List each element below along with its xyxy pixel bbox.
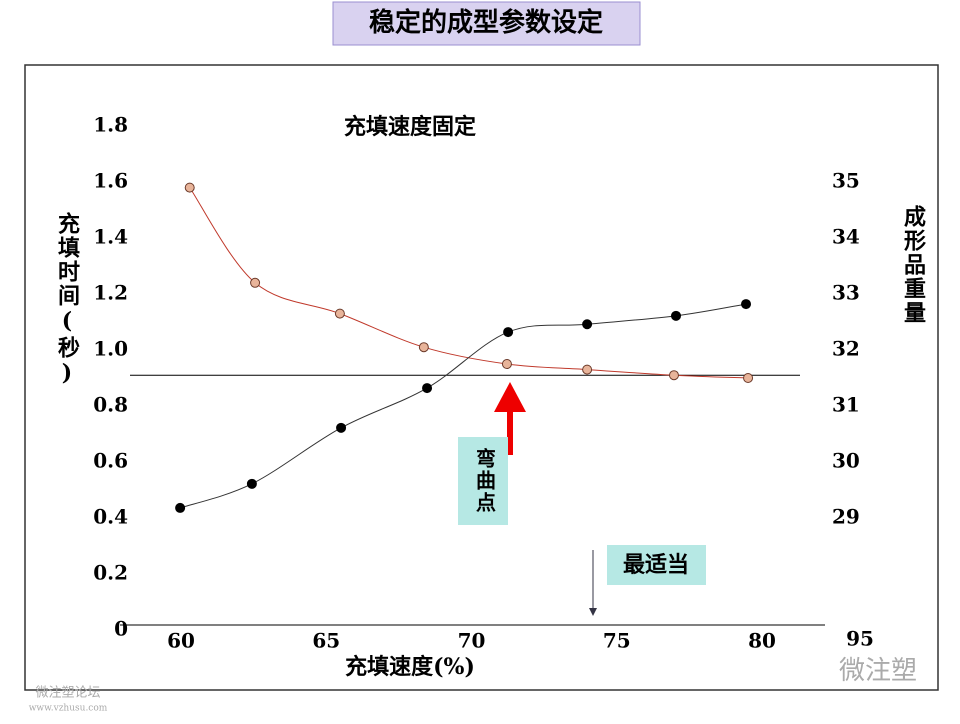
x-tick-label: 70 xyxy=(458,629,486,653)
point xyxy=(503,327,514,338)
point xyxy=(422,383,433,394)
y-tick-label: 0.2 xyxy=(93,561,128,585)
annotation-box xyxy=(458,437,508,525)
arrow-head xyxy=(494,382,526,412)
y2-tick-label: 33 xyxy=(832,281,860,305)
point xyxy=(334,308,345,319)
y-tick-label: 1.4 xyxy=(93,225,128,249)
y-tick-label: 0.6 xyxy=(93,449,128,473)
point xyxy=(336,422,347,433)
x-axis-label: 充填速度(%) xyxy=(345,654,475,680)
title-box xyxy=(332,1,641,46)
point xyxy=(184,182,195,193)
y2-tick-label: 29 xyxy=(832,505,860,529)
x-tick-label: 65 xyxy=(312,629,340,653)
x-tick-label: 75 xyxy=(603,629,631,653)
watermark: 微注塑论坛 xyxy=(35,686,100,701)
point xyxy=(250,277,261,288)
point xyxy=(246,478,257,489)
watermark: 微注塑 xyxy=(839,656,917,686)
subtitle: 充填速度固定 xyxy=(344,114,476,140)
point xyxy=(743,373,754,383)
y-tick-label: 1.2 xyxy=(93,281,128,305)
y-tick-label: 1.0 xyxy=(93,337,128,361)
series-line xyxy=(189,187,749,379)
annotation-box xyxy=(607,545,706,585)
annotation: 最适当 xyxy=(623,552,689,578)
x-tick-label: 60 xyxy=(167,629,195,653)
arrow-head xyxy=(589,608,597,616)
point xyxy=(671,310,682,321)
y-tick-label: 1.6 xyxy=(93,169,128,193)
point xyxy=(668,370,679,381)
y-tick-label: 0.4 xyxy=(93,505,128,529)
point xyxy=(582,364,593,375)
y2-axis-label: 成形品重量 xyxy=(900,205,926,325)
series-line xyxy=(179,303,747,509)
annotation: 弯曲点 xyxy=(473,447,497,514)
point xyxy=(741,299,752,310)
y-tick-label: 1.8 xyxy=(93,113,128,137)
y2-tick-label: 30 xyxy=(832,449,860,473)
y2-tick-label: 31 xyxy=(832,393,860,417)
point xyxy=(175,502,186,513)
corner-label: 95 xyxy=(846,627,874,651)
y-tick-label: 0 xyxy=(114,617,128,641)
watermark: www.vzhusu.com xyxy=(29,704,108,714)
x-tick-label: 80 xyxy=(748,629,776,653)
y-axis-label: 充填时间(秒) xyxy=(54,211,80,388)
chart-title: 稳定的成型参数设定 xyxy=(369,7,603,38)
y2-tick-label: 32 xyxy=(832,337,860,361)
point xyxy=(501,359,512,369)
y2-tick-label: 34 xyxy=(832,225,860,249)
y-tick-label: 0.8 xyxy=(93,393,128,417)
y2-tick-label: 35 xyxy=(832,169,860,193)
point xyxy=(418,342,429,353)
frame xyxy=(24,64,939,691)
point xyxy=(582,319,593,330)
